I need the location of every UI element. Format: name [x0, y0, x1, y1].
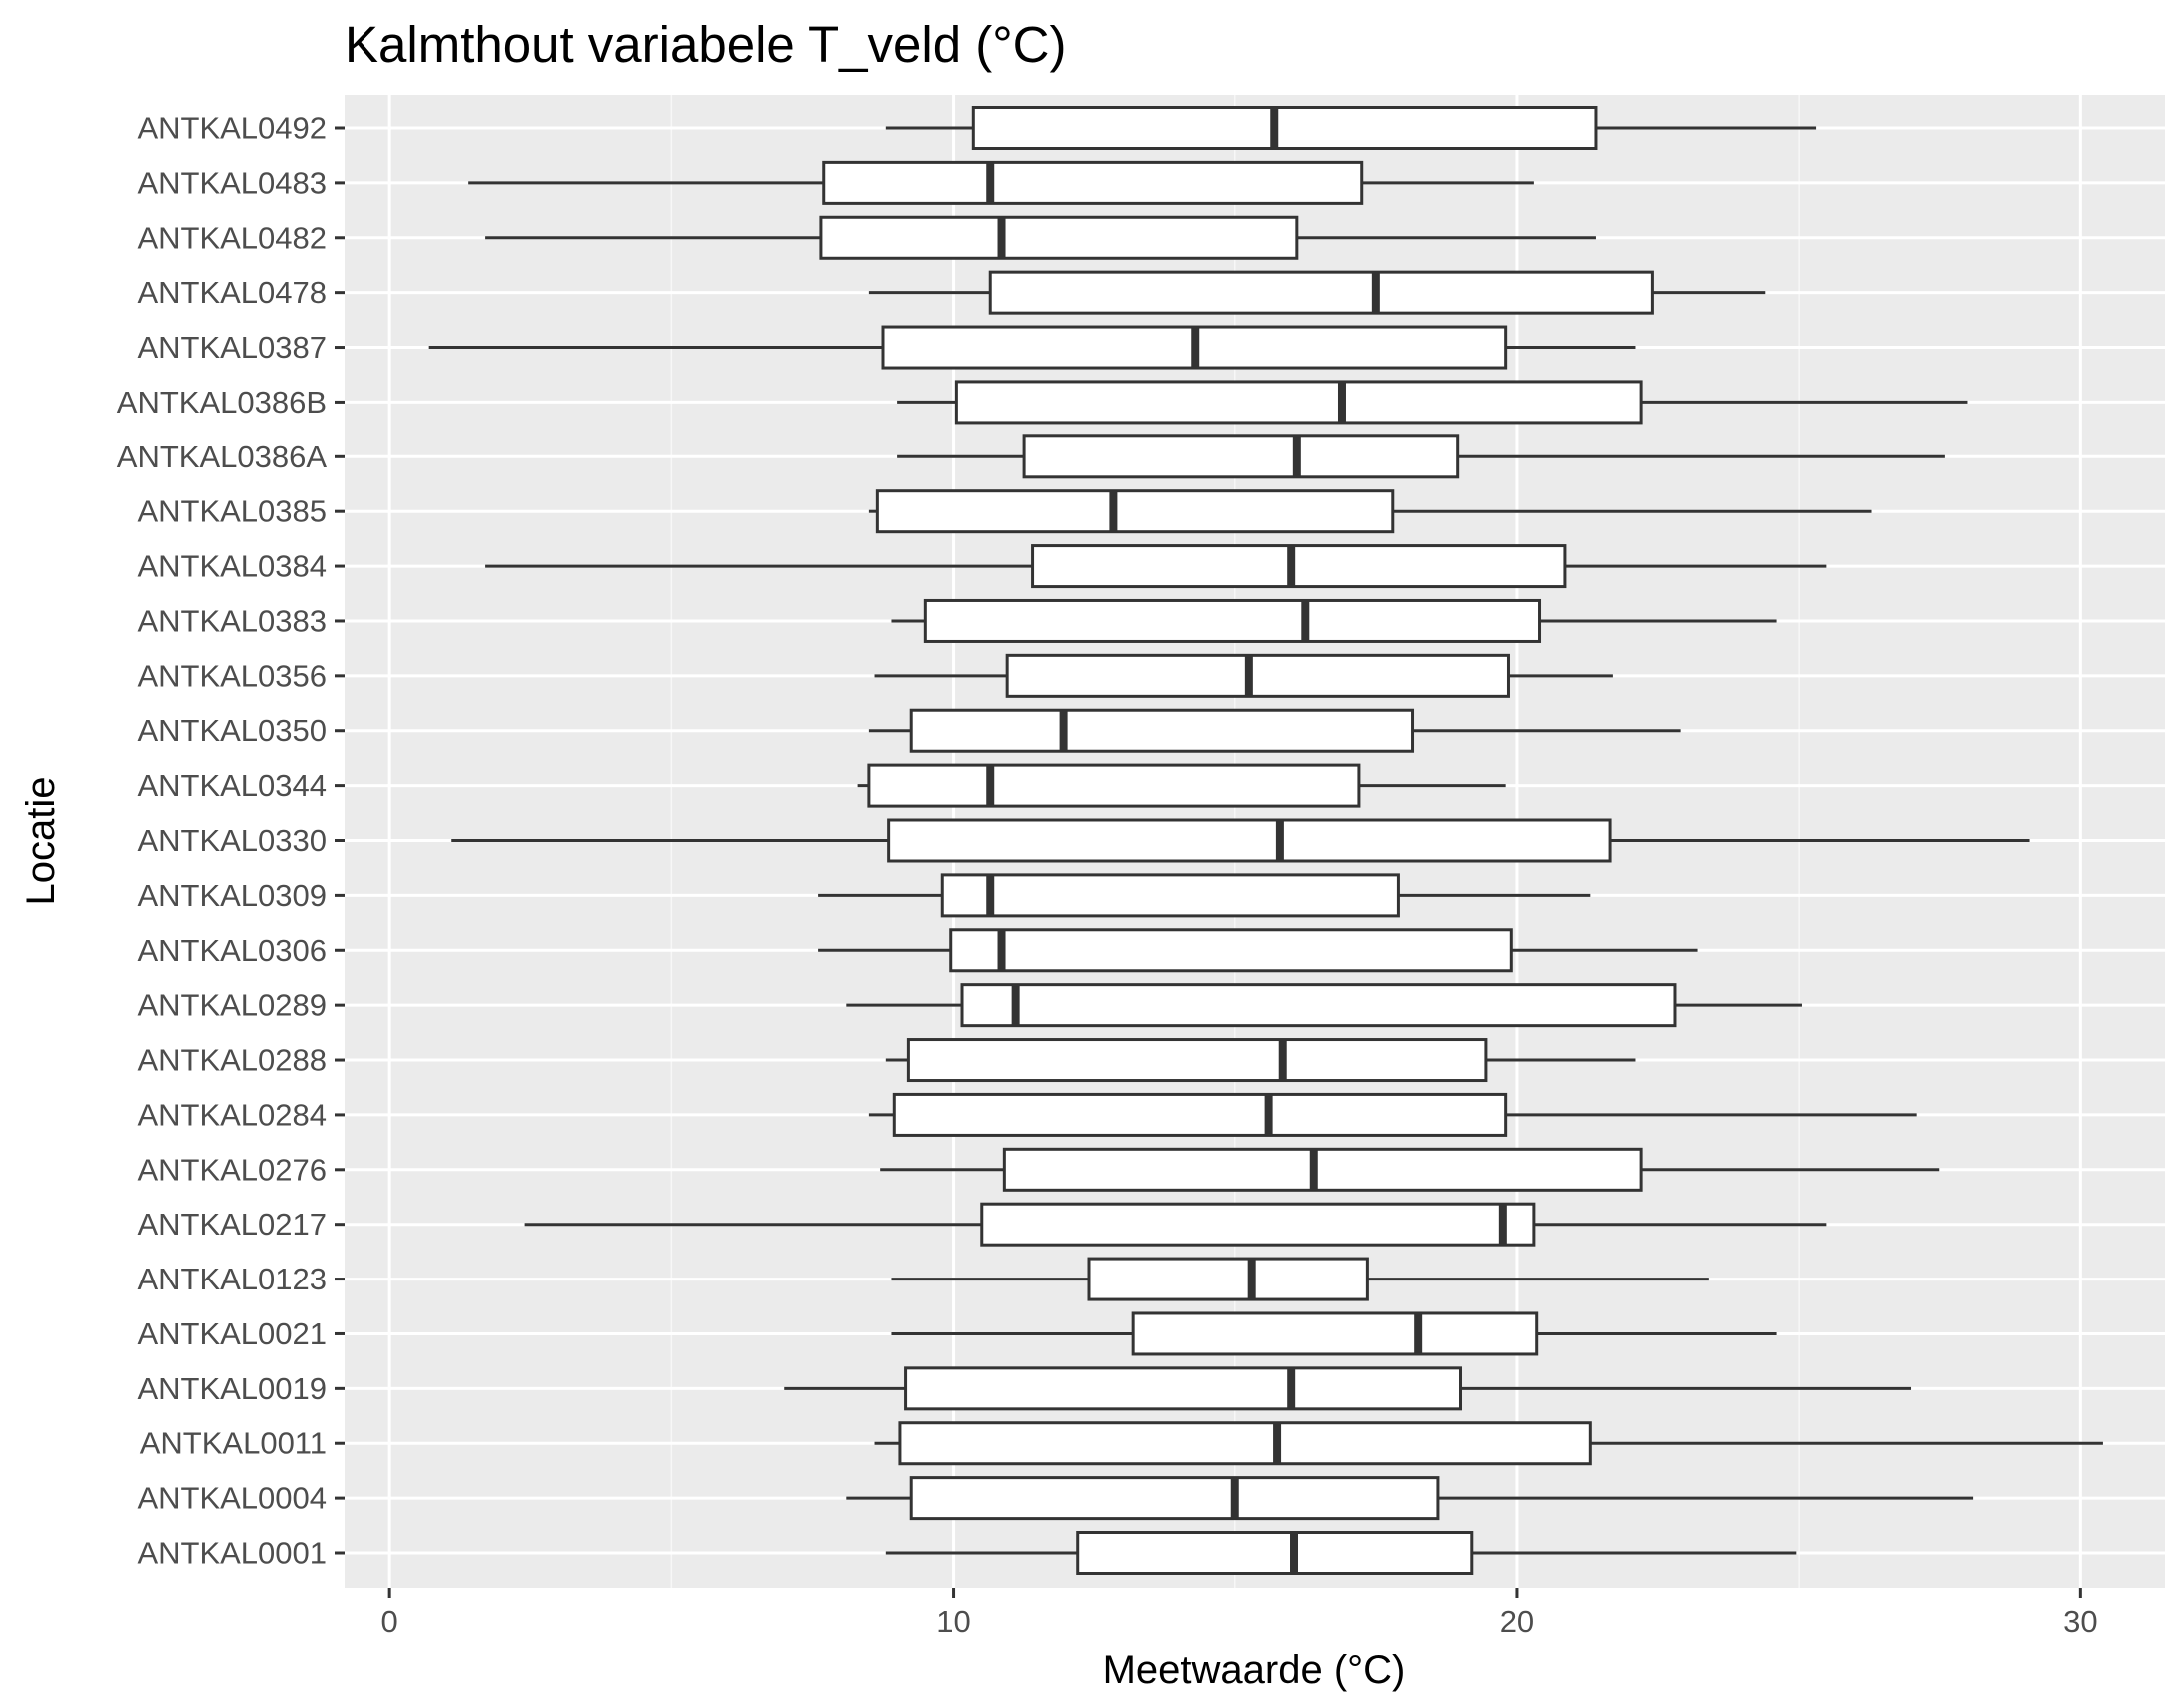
iqr-box [1022, 434, 1460, 479]
iqr-box [960, 983, 1677, 1028]
iqr-box [819, 215, 1299, 260]
iqr-box [909, 1476, 1440, 1521]
boxes-layer [428, 106, 2103, 1575]
box-antkal0384 [485, 544, 1827, 589]
box-antkal0383 [891, 598, 1777, 643]
x-tick-label: 10 [936, 1604, 970, 1639]
y-tick-label: ANTKAL0386B [117, 385, 327, 420]
box-antkal0289 [846, 983, 1802, 1028]
x-axis: 0 10 20 30 [381, 1588, 2098, 1639]
y-tick-label: ANTKAL0284 [137, 1097, 327, 1132]
iqr-box [1002, 1147, 1643, 1192]
box-antkal0483 [468, 160, 1534, 205]
y-tick-label: ANTKAL0306 [137, 933, 327, 968]
y-tick-label: ANTKAL0350 [137, 713, 327, 748]
y-tick-label: ANTKAL0387 [137, 330, 327, 365]
iqr-box [971, 106, 1598, 150]
box-antkal0344 [857, 763, 1506, 808]
y-tick-label: ANTKAL0482 [137, 220, 327, 255]
iqr-box [904, 1366, 1463, 1411]
iqr-box [949, 928, 1513, 973]
y-tick-label: ANTKAL0309 [137, 878, 327, 913]
y-tick-label: ANTKAL0288 [137, 1043, 327, 1078]
box-antkal0386b [897, 380, 1968, 425]
y-tick-label: ANTKAL0019 [137, 1371, 327, 1406]
x-tick-label: 20 [1500, 1604, 1534, 1639]
y-tick-label: ANTKAL0384 [137, 549, 327, 584]
box-antkal0004 [846, 1476, 1974, 1521]
chart-title: Kalmthout variabele T_veld (°C) [345, 16, 1066, 73]
box-antkal0284 [868, 1092, 1917, 1137]
box-antkal0309 [818, 873, 1591, 918]
iqr-box [1131, 1311, 1539, 1356]
iqr-box [875, 489, 1395, 534]
iqr-box [1087, 1257, 1369, 1301]
box-antkal0356 [874, 653, 1613, 698]
iqr-box [887, 818, 1612, 863]
iqr-box [867, 763, 1361, 808]
x-axis-title: Meetwaarde (°C) [1103, 1648, 1406, 1692]
box-antkal0001 [885, 1531, 1797, 1575]
box-antkal0011 [874, 1421, 2103, 1466]
y-tick-label: ANTKAL0383 [137, 603, 327, 638]
box-antkal0217 [524, 1202, 1827, 1247]
box-antkal0492 [885, 106, 1817, 150]
iqr-box [923, 598, 1542, 643]
box-antkal0385 [868, 489, 1872, 534]
x-tick-label: 0 [381, 1604, 398, 1639]
box-antkal0482 [485, 215, 1596, 260]
y-tick-label: ANTKAL0478 [137, 275, 327, 310]
y-tick-label: ANTKAL0289 [137, 988, 327, 1023]
box-antkal0276 [880, 1147, 1940, 1192]
y-tick-label: ANTKAL0276 [137, 1152, 327, 1187]
y-tick-label: ANTKAL0001 [137, 1536, 327, 1571]
iqr-box [1031, 544, 1567, 589]
iqr-box [892, 1092, 1508, 1137]
iqr-box [1076, 1531, 1474, 1575]
box-antkal0019 [784, 1366, 1912, 1411]
iqr-box [954, 380, 1643, 425]
y-axis-title: Locatie [19, 777, 63, 906]
box-antkal0288 [885, 1038, 1636, 1083]
y-tick-label: ANTKAL0330 [137, 823, 327, 858]
iqr-box [940, 873, 1400, 918]
iqr-box [822, 160, 1364, 205]
y-tick-label: ANTKAL0123 [137, 1262, 327, 1296]
y-tick-label: ANTKAL0011 [140, 1426, 327, 1461]
y-tick-label: ANTKAL0492 [137, 111, 327, 146]
box-antkal0330 [451, 818, 2030, 863]
box-antkal0350 [868, 708, 1681, 753]
y-tick-label: ANTKAL0385 [137, 494, 327, 529]
iqr-box [906, 1038, 1488, 1083]
iqr-box [980, 1202, 1536, 1247]
iqr-box [1005, 653, 1510, 698]
y-tick-label: ANTKAL0386A [117, 439, 328, 474]
y-axis: ANTKAL0492 ANTKAL0483 ANTKAL0482 ANTKAL0478… [117, 111, 345, 1571]
y-tick-label: ANTKAL0217 [137, 1207, 327, 1242]
iqr-box [988, 270, 1654, 315]
iqr-box [909, 708, 1415, 753]
y-tick-label: ANTKAL0021 [137, 1316, 327, 1351]
box-antkal0478 [868, 270, 1766, 315]
y-tick-label: ANTKAL0344 [137, 768, 327, 803]
y-tick-label: ANTKAL0483 [137, 165, 327, 200]
y-tick-label: ANTKAL0356 [137, 658, 327, 693]
iqr-box [898, 1421, 1592, 1466]
box-antkal0123 [891, 1257, 1709, 1301]
box-antkal0387 [428, 325, 1636, 370]
box-antkal0021 [891, 1311, 1777, 1356]
x-tick-label: 30 [2063, 1604, 2097, 1639]
box-antkal0386a [897, 434, 1945, 479]
box-antkal0306 [818, 928, 1698, 973]
y-tick-label: ANTKAL0004 [137, 1481, 327, 1516]
